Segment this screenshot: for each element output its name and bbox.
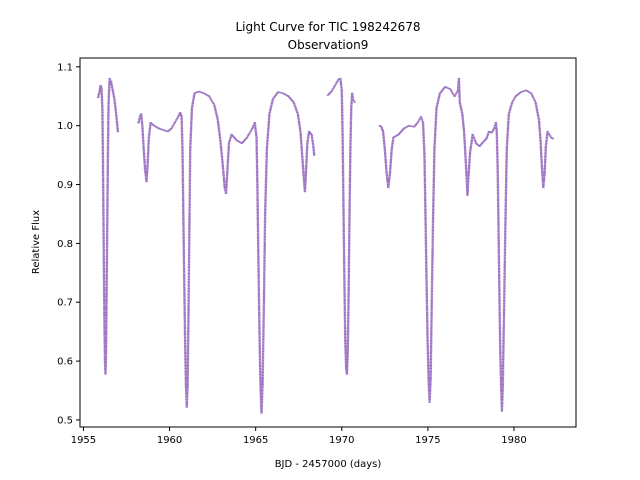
x-tick-label: 1965 xyxy=(243,435,268,446)
y-tick-label: 0.9 xyxy=(57,180,73,191)
data-layer xyxy=(96,77,555,414)
axes-frame xyxy=(79,57,577,428)
x-tick-label: 1960 xyxy=(157,435,182,446)
chart-subtitle: Observation9 xyxy=(288,38,369,52)
x-tick-label: 1955 xyxy=(71,435,96,446)
flux-points-series-0 xyxy=(96,77,555,414)
x-tick-label: 1980 xyxy=(501,435,526,446)
plot-area xyxy=(79,57,577,428)
y-tick-label: 1.1 xyxy=(57,62,73,73)
chart-title: Light Curve for TIC 198242678 xyxy=(235,20,420,34)
x-axis-label: BJD - 2457000 (days) xyxy=(275,459,382,470)
y-tick-label: 1.0 xyxy=(57,121,73,132)
y-tick-label: 0.6 xyxy=(57,357,73,368)
y-axis: 0.5 0.6 0.7 0.8 0.9 1.0 1.1 xyxy=(57,62,80,426)
y-tick-label: 0.7 xyxy=(57,298,73,309)
y-tick-label: 0.8 xyxy=(57,239,73,250)
x-tick-label: 1970 xyxy=(329,435,354,446)
y-tick-label: 0.5 xyxy=(57,415,73,426)
x-axis: 1955 1960 1965 1970 1975 1980 xyxy=(71,427,527,446)
y-axis-label: Relative Flux xyxy=(31,210,42,274)
x-tick-label: 1975 xyxy=(415,435,440,446)
